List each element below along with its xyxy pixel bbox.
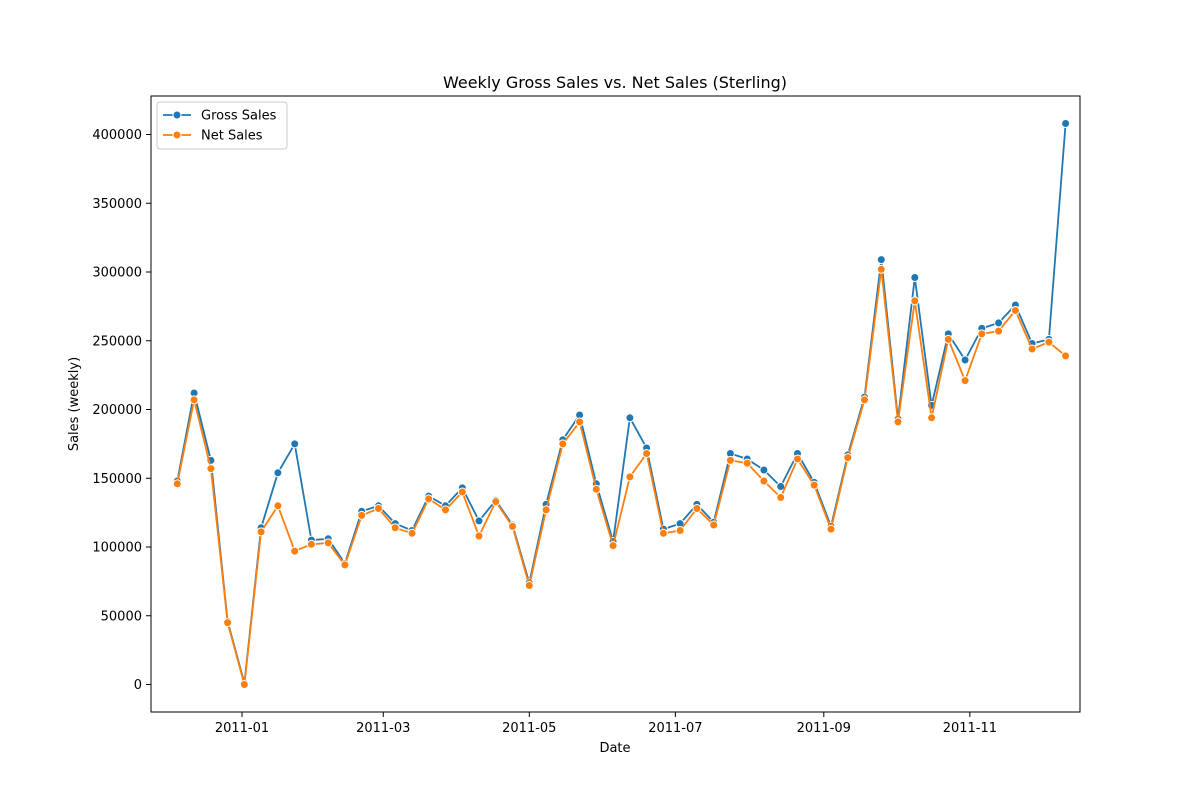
data-point bbox=[206, 464, 216, 474]
x-tick-label: 2011-07 bbox=[648, 721, 702, 736]
data-point bbox=[189, 395, 199, 405]
legend-label: Net Sales bbox=[201, 129, 263, 144]
data-point bbox=[457, 487, 467, 497]
data-point bbox=[709, 520, 719, 530]
y-tick-label: 350000 bbox=[92, 197, 142, 212]
data-point bbox=[340, 560, 350, 570]
series-1 bbox=[172, 264, 1071, 689]
data-point bbox=[474, 516, 484, 526]
data-point bbox=[658, 528, 668, 538]
data-point bbox=[642, 449, 652, 458]
legend: Gross Sales Net Sales bbox=[156, 101, 288, 150]
data-point bbox=[625, 413, 635, 423]
legend-label: Gross Sales bbox=[201, 109, 277, 124]
data-point bbox=[290, 546, 300, 556]
y-tick-label: 100000 bbox=[92, 541, 142, 556]
data-point bbox=[306, 539, 316, 549]
data-point bbox=[910, 273, 920, 282]
x-tick-label: 2011-01 bbox=[215, 721, 269, 736]
plot-frame bbox=[150, 95, 1081, 713]
data-point bbox=[541, 505, 551, 515]
data-point bbox=[441, 505, 450, 515]
legend-box bbox=[156, 101, 288, 150]
data-point bbox=[591, 484, 601, 494]
data-point bbox=[491, 497, 501, 507]
data-point bbox=[474, 531, 484, 541]
x-axis-label: Date bbox=[599, 741, 630, 756]
x-axis: 2011-01 2011-03 2011-05 2011-07 2011-09 2011-… bbox=[215, 712, 997, 736]
data-point bbox=[977, 329, 987, 339]
data-point bbox=[1027, 344, 1037, 354]
data-point bbox=[172, 479, 182, 489]
y-axis-label: Sales (weekly) bbox=[67, 357, 82, 451]
data-point bbox=[273, 468, 283, 478]
chart-title: Weekly Gross Sales vs. Net Sales (Sterli… bbox=[443, 73, 787, 92]
data-point bbox=[876, 255, 886, 265]
data-point bbox=[793, 454, 802, 464]
data-point bbox=[910, 296, 920, 306]
data-point bbox=[290, 439, 300, 449]
y-tick-label: 250000 bbox=[92, 334, 142, 349]
data-point bbox=[692, 504, 702, 513]
data-point bbox=[809, 480, 819, 490]
data-point bbox=[524, 581, 534, 590]
x-tick-label: 2011-09 bbox=[797, 721, 851, 736]
x-tick-label: 2011-03 bbox=[356, 721, 410, 736]
y-tick-label: 300000 bbox=[92, 266, 142, 281]
data-point bbox=[357, 510, 367, 520]
data-point bbox=[843, 453, 853, 463]
y-axis: 0 50000 100000 150000 200000 250000 300000 3500… bbox=[92, 128, 151, 693]
data-point bbox=[725, 455, 735, 465]
x-tick-label: 2011-05 bbox=[502, 721, 556, 736]
y-tick-label: 50000 bbox=[101, 609, 142, 624]
x-tick-label: 2011-11 bbox=[943, 721, 997, 736]
data-point bbox=[994, 318, 1004, 328]
data-point bbox=[558, 439, 568, 449]
data-point bbox=[239, 680, 249, 689]
data-point bbox=[407, 528, 417, 538]
data-point bbox=[374, 504, 383, 513]
data-point bbox=[960, 355, 970, 365]
data-point bbox=[256, 527, 266, 537]
data-point bbox=[742, 458, 752, 468]
data-point bbox=[876, 264, 886, 274]
data-point bbox=[860, 395, 869, 405]
y-tick-label: 200000 bbox=[92, 403, 142, 418]
data-point bbox=[759, 465, 769, 475]
data-point bbox=[608, 541, 618, 551]
data-point bbox=[273, 501, 283, 511]
data-point bbox=[675, 526, 685, 535]
data-point bbox=[826, 524, 836, 534]
data-point bbox=[508, 521, 517, 531]
y-tick-label: 150000 bbox=[92, 472, 142, 487]
data-point bbox=[1061, 351, 1071, 361]
data-point bbox=[424, 494, 434, 504]
data-point bbox=[575, 417, 585, 427]
data-point bbox=[625, 472, 635, 482]
legend-marker bbox=[172, 130, 182, 140]
data-point bbox=[759, 476, 769, 486]
data-point bbox=[893, 417, 903, 427]
data-point bbox=[1061, 119, 1071, 128]
y-tick-label: 400000 bbox=[92, 128, 142, 143]
data-point bbox=[994, 326, 1004, 336]
legend-marker bbox=[172, 110, 182, 120]
data-point bbox=[776, 493, 786, 502]
data-point bbox=[927, 413, 937, 423]
data-point bbox=[943, 334, 953, 344]
data-point bbox=[1010, 306, 1020, 315]
data-point bbox=[223, 618, 233, 628]
data-point bbox=[323, 538, 333, 548]
y-tick-label: 0 bbox=[134, 678, 142, 693]
series-layer bbox=[172, 119, 1071, 689]
data-point bbox=[390, 523, 400, 533]
data-point bbox=[960, 376, 970, 386]
data-point bbox=[1044, 337, 1054, 347]
